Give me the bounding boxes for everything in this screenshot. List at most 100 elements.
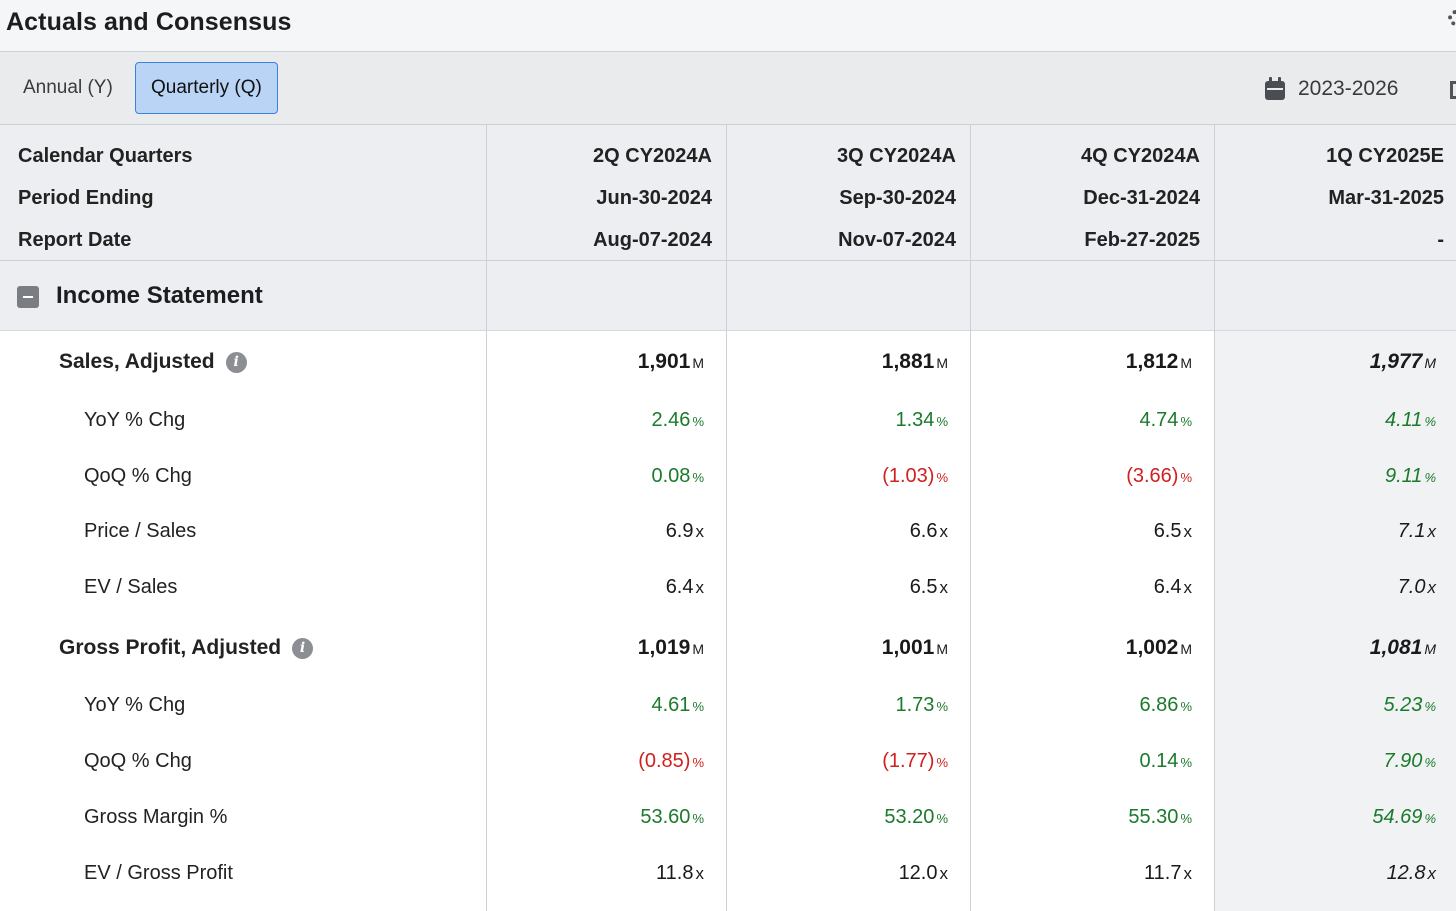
value-number: 7.90 bbox=[1383, 750, 1423, 772]
tab-quarterly[interactable]: Quarterly (Q) bbox=[135, 62, 278, 114]
value-number: 53.60 bbox=[640, 806, 691, 828]
header-report-date: Nov-07-2024 bbox=[838, 229, 956, 251]
collapse-icon[interactable] bbox=[17, 286, 39, 308]
value-number: 1,001 bbox=[881, 636, 935, 659]
value-unit: x bbox=[1183, 578, 1193, 597]
value-unit: M bbox=[1180, 355, 1192, 371]
value-number: 7.1 bbox=[1397, 520, 1426, 542]
value-cell[interactable]: (3.66)% bbox=[1126, 465, 1192, 488]
value-number: 6.9 bbox=[665, 520, 694, 542]
value-number: 4.61 bbox=[651, 694, 691, 716]
value-cell[interactable]: 9.11% bbox=[1385, 465, 1436, 488]
value-unit: x bbox=[1427, 522, 1437, 541]
value-cell[interactable]: (1.77)% bbox=[882, 750, 948, 773]
value-cell[interactable]: 6.5 x bbox=[910, 576, 948, 599]
header-column[interactable]: 3Q CY2024A Sep-30-2024 Nov-07-2024 bbox=[727, 125, 956, 261]
value-cell[interactable]: (0.85)% bbox=[638, 750, 704, 773]
value-unit: % bbox=[1180, 755, 1192, 770]
info-icon[interactable]: i bbox=[292, 638, 314, 659]
value-unit: M bbox=[1424, 641, 1436, 657]
value-cell[interactable]: 6.86% bbox=[1140, 694, 1193, 717]
column-header: Calendar Quarters Period Ending Report D… bbox=[0, 125, 1456, 261]
value-number: 1,881 bbox=[881, 350, 935, 373]
header-column[interactable]: 1Q CY2025E Mar-31-2025 - bbox=[1215, 125, 1444, 261]
value-cell[interactable]: 1,881 M bbox=[882, 350, 948, 374]
info-icon[interactable]: i bbox=[225, 352, 247, 373]
value-cell[interactable]: 53.20% bbox=[884, 806, 948, 829]
value-unit: % bbox=[1424, 470, 1436, 485]
value-cell[interactable]: 1,812 M bbox=[1126, 350, 1192, 374]
header-row-labels: Calendar Quarters Period Ending Report D… bbox=[18, 145, 193, 271]
value-unit: % bbox=[936, 470, 948, 485]
value-number: 6.4 bbox=[665, 576, 694, 598]
gear-icon[interactable] bbox=[1448, 10, 1456, 26]
value-cell[interactable]: 7.90% bbox=[1384, 750, 1437, 773]
value-number: 4.11 bbox=[1384, 409, 1423, 431]
value-cell[interactable]: 12.0 x bbox=[899, 862, 948, 885]
value-unit: % bbox=[1424, 414, 1436, 429]
tab-annual[interactable]: Annual (Y) bbox=[23, 77, 113, 98]
value-number: 1,019 bbox=[637, 636, 691, 659]
value-cell[interactable]: 6.6 x bbox=[910, 520, 948, 543]
header-quarter: 4Q CY2024A bbox=[1081, 145, 1200, 167]
value-cell[interactable]: 6.4 x bbox=[666, 576, 704, 599]
value-cell[interactable]: 1.34% bbox=[896, 409, 949, 432]
value-cell[interactable]: 11.8 x bbox=[656, 862, 704, 885]
value-cell[interactable]: 0.14% bbox=[1140, 750, 1193, 773]
value-number: 1,081 bbox=[1369, 636, 1423, 659]
header-label-period-ending: Period Ending bbox=[18, 187, 154, 209]
value-cell[interactable]: 53.60% bbox=[640, 806, 704, 829]
value-cell[interactable]: 55.30% bbox=[1128, 806, 1192, 829]
value-cell[interactable]: 1,081 M bbox=[1370, 636, 1436, 660]
value-cell[interactable]: 11.7 x bbox=[1144, 862, 1192, 885]
value-unit: x bbox=[1427, 578, 1437, 597]
value-cell[interactable]: 6.9 x bbox=[666, 520, 704, 543]
column-divider bbox=[1214, 125, 1215, 911]
value-unit: x bbox=[939, 578, 949, 597]
value-number: 0.08 bbox=[651, 465, 691, 487]
value-unit: M bbox=[936, 641, 948, 657]
value-number: 11.8 bbox=[656, 862, 694, 884]
value-cell[interactable]: 1,019 M bbox=[638, 636, 704, 660]
value-cell[interactable]: 4.74% bbox=[1140, 409, 1193, 432]
value-cell[interactable]: 6.4 x bbox=[1154, 576, 1192, 599]
value-cell[interactable]: 1,977 M bbox=[1370, 350, 1436, 374]
value-cell[interactable]: 5.23% bbox=[1384, 694, 1437, 717]
value-cell[interactable]: 4.61% bbox=[652, 694, 705, 717]
value-number: 6.4 bbox=[1153, 576, 1182, 598]
value-unit: x bbox=[939, 522, 949, 541]
estimate-column-background bbox=[1215, 331, 1456, 911]
value-cell[interactable]: 1,001 M bbox=[882, 636, 948, 660]
header-period-ending: Dec-31-2024 bbox=[1083, 187, 1200, 209]
value-cell[interactable]: 2.46% bbox=[652, 409, 705, 432]
value-unit: % bbox=[936, 699, 948, 714]
value-number: (0.85) bbox=[638, 750, 691, 772]
value-cell[interactable]: 1.73% bbox=[896, 694, 949, 717]
toolbar: Annual (Y) Quarterly (Q) 2023-2026 bbox=[0, 52, 1456, 125]
value-cell[interactable]: 7.1 x bbox=[1398, 520, 1436, 543]
value-cell[interactable]: 6.5 x bbox=[1154, 520, 1192, 543]
value-cell[interactable]: 7.0 x bbox=[1398, 576, 1436, 599]
row-label: Price / Sales bbox=[84, 520, 196, 543]
value-number: 1.34 bbox=[895, 409, 935, 431]
header-column[interactable]: 4Q CY2024A Dec-31-2024 Feb-27-2025 bbox=[971, 125, 1200, 261]
value-cell[interactable]: 54.69% bbox=[1372, 806, 1436, 829]
value-unit: % bbox=[692, 755, 704, 770]
value-cell[interactable]: 4.11% bbox=[1385, 409, 1436, 432]
value-cell[interactable]: 0.08% bbox=[652, 465, 705, 488]
row-label: YoY % Chg bbox=[84, 694, 185, 717]
row-label: YoY % Chg bbox=[84, 409, 185, 432]
value-cell[interactable]: 12.8 x bbox=[1387, 862, 1436, 885]
value-cell[interactable]: 1,901 M bbox=[638, 350, 704, 374]
settings-icon[interactable] bbox=[1450, 81, 1456, 99]
value-number: 1,812 bbox=[1125, 350, 1179, 373]
value-number: (3.66) bbox=[1126, 465, 1179, 487]
value-unit: % bbox=[692, 811, 704, 826]
header-column[interactable]: 2Q CY2024A Jun-30-2024 Aug-07-2024 bbox=[487, 125, 712, 261]
header-period-ending: Jun-30-2024 bbox=[596, 187, 712, 209]
value-number: 53.20 bbox=[884, 806, 935, 828]
value-cell[interactable]: (1.03)% bbox=[882, 465, 948, 488]
value-cell[interactable]: 1,002 M bbox=[1126, 636, 1192, 660]
value-number: 1,977 bbox=[1369, 350, 1423, 373]
date-range-picker[interactable]: 2023-2026 bbox=[1264, 73, 1398, 105]
